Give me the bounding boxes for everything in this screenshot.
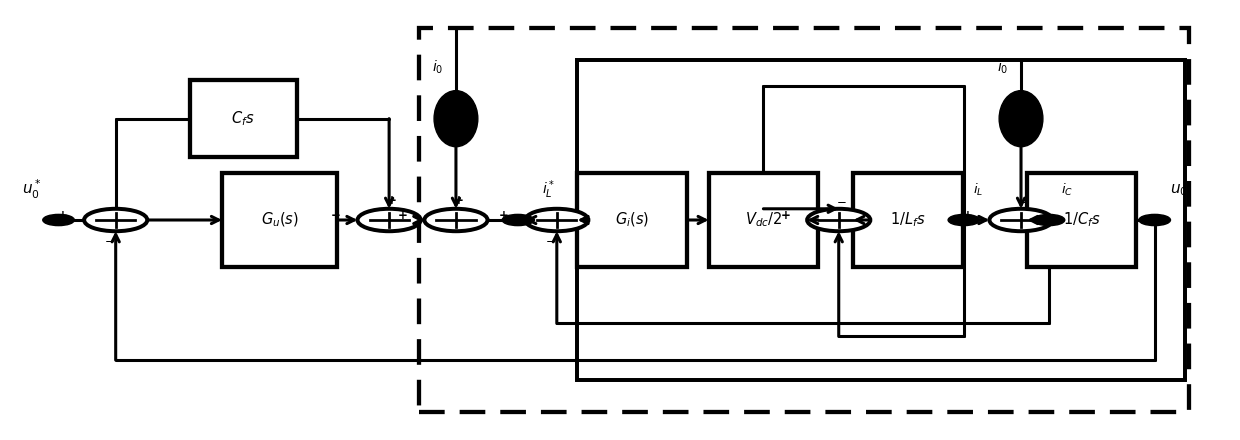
Text: $V_{dc}/2$: $V_{dc}/2$ [745,211,782,229]
Bar [419,28,1189,412]
Bar [578,172,687,268]
Text: +: + [780,209,790,222]
Circle shape [807,209,870,231]
Text: $i_0$: $i_0$ [432,58,444,76]
Text: $u_0^*$: $u_0^*$ [22,178,42,202]
Text: +: + [962,209,972,222]
Text: $1/L_f s$: $1/L_f s$ [890,211,926,229]
Circle shape [949,214,980,226]
Text: $C_f s$: $C_f s$ [232,109,255,128]
Text: $u_0$: $u_0$ [1171,182,1188,198]
Bar [578,60,1185,380]
Text: +: + [57,209,67,222]
Text: $i_L$: $i_L$ [973,182,983,198]
Bar [853,172,962,268]
Text: $G_i(s)$: $G_i(s)$ [615,211,650,229]
Text: +: + [398,209,408,222]
Circle shape [357,209,420,231]
Circle shape [502,214,533,226]
Circle shape [84,209,148,231]
Circle shape [1033,214,1065,226]
Bar [190,80,296,158]
Text: $i_0$: $i_0$ [997,58,1008,76]
Ellipse shape [999,91,1043,147]
Text: +: + [331,209,341,222]
Bar [222,172,337,268]
Text: +: + [387,194,397,207]
Text: $1/C_f s$: $1/C_f s$ [1063,211,1101,229]
Text: $-$: $-$ [836,194,847,207]
Circle shape [990,209,1053,231]
Text: $i_C$: $i_C$ [1061,182,1074,198]
Circle shape [1138,214,1171,226]
Circle shape [526,209,589,231]
Text: +: + [454,194,464,207]
Text: $-$: $-$ [104,233,115,246]
Bar [709,172,818,268]
Text: $-$: $-$ [546,233,556,246]
Text: +: + [498,209,508,222]
Text: $G_u(s)$: $G_u(s)$ [260,211,299,229]
Circle shape [424,209,487,231]
Text: $i_L^*$: $i_L^*$ [542,179,556,201]
Circle shape [42,214,74,226]
Ellipse shape [434,91,477,147]
Text: $-$: $-$ [1018,194,1029,207]
Bar [1027,172,1136,268]
